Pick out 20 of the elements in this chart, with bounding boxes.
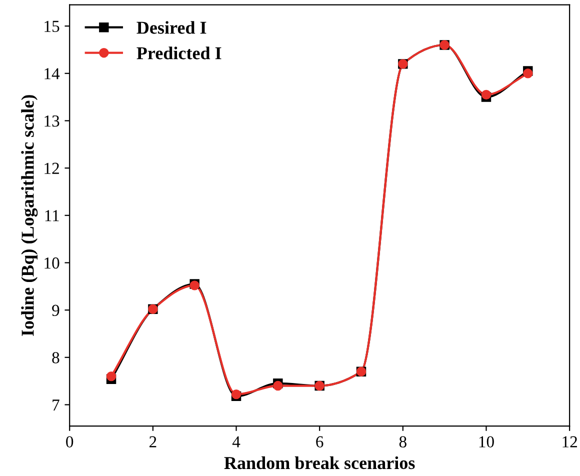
y-tick-label: 9 bbox=[52, 304, 60, 316]
y-tick-label: 10 bbox=[44, 257, 60, 269]
y-tick-label: 14 bbox=[44, 68, 60, 80]
x-tick-label: 12 bbox=[562, 436, 577, 448]
x-tick-label: 6 bbox=[316, 436, 324, 448]
y-tick-label: 15 bbox=[44, 20, 60, 32]
y-tick-label: 8 bbox=[52, 352, 60, 364]
x-tick-label: 10 bbox=[479, 436, 494, 448]
legend-label: Desired I bbox=[136, 21, 206, 34]
y-tick-label: 12 bbox=[44, 162, 59, 174]
x-axis-title: Random break scenarios bbox=[224, 456, 415, 470]
x-tick-label: 2 bbox=[149, 436, 156, 448]
legend-label: Predicted I bbox=[136, 46, 222, 60]
y-tick-label: 7 bbox=[52, 400, 60, 411]
y-tick-label: 11 bbox=[45, 210, 59, 222]
x-tick-label: 0 bbox=[66, 436, 74, 448]
y-tick-label: 13 bbox=[44, 115, 60, 127]
x-tick-label: 8 bbox=[399, 436, 406, 448]
x-tick-label: 4 bbox=[232, 436, 240, 448]
y-axis-title: Iodine (Bq) (Logarithmic scale) bbox=[21, 95, 38, 336]
